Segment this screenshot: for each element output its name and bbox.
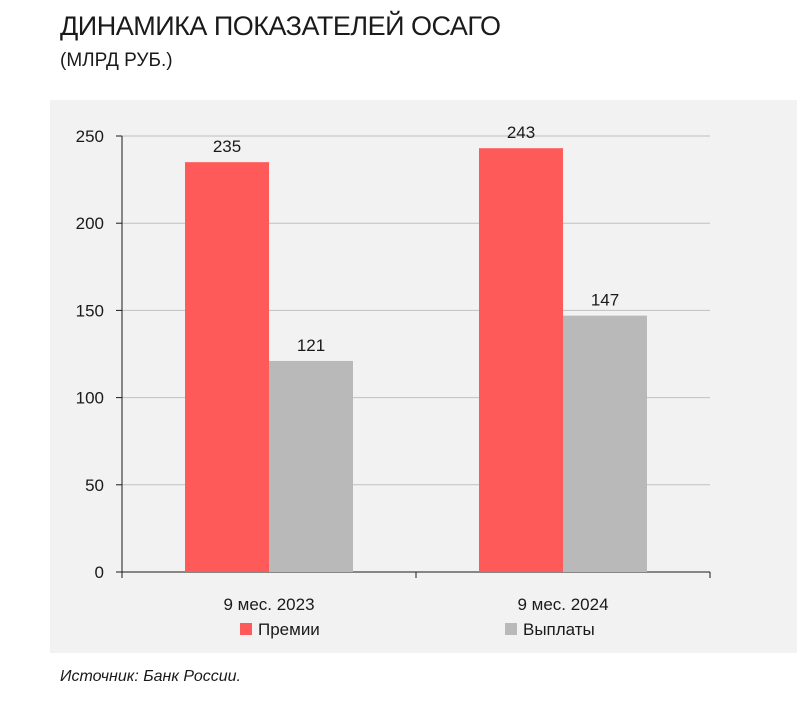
source-note: Источник: Банк России. <box>60 668 241 685</box>
bar <box>269 360 353 572</box>
data-label: 121 <box>297 336 325 355</box>
bar <box>185 162 269 572</box>
legend-label: Премии <box>258 620 320 639</box>
legend-label: Выплаты <box>523 620 595 639</box>
y-tick-label: 250 <box>76 127 104 146</box>
x-tick-label: 9 мес. 2024 <box>517 595 608 614</box>
y-tick-label: 100 <box>76 389 104 408</box>
legend-swatch <box>240 623 252 635</box>
y-tick-label: 200 <box>76 214 104 233</box>
bar <box>479 148 563 572</box>
chart-panel <box>50 100 797 653</box>
data-label: 243 <box>507 123 535 142</box>
data-label: 235 <box>213 137 241 156</box>
chart-subtitle: (МЛРД РУБ.) <box>60 50 173 71</box>
data-label: 147 <box>591 291 619 310</box>
x-tick-label: 9 мес. 2023 <box>223 595 314 614</box>
legend-swatch <box>505 623 517 635</box>
chart-title: ДИНАМИКА ПОКАЗАТЕЛЕЙ ОСАГО <box>60 11 501 41</box>
y-tick-label: 0 <box>95 563 104 582</box>
y-tick-label: 50 <box>85 476 104 495</box>
y-tick-label: 150 <box>76 301 104 320</box>
bar <box>563 315 647 572</box>
